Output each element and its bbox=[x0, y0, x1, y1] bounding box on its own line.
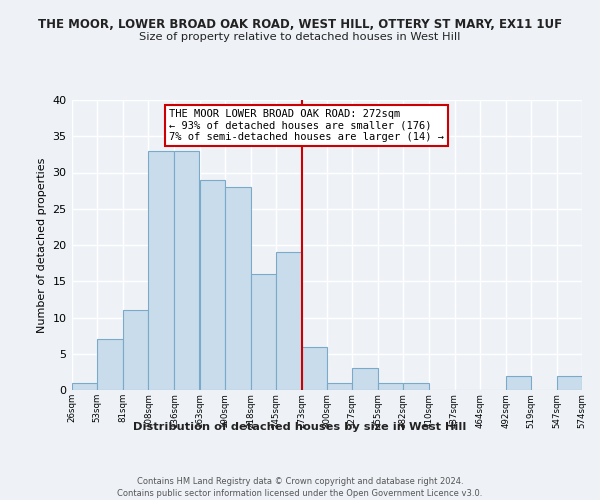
Bar bbox=[557, 376, 582, 390]
Bar bbox=[175, 151, 199, 390]
Bar bbox=[97, 339, 123, 390]
Bar bbox=[251, 274, 276, 390]
Bar bbox=[72, 383, 97, 390]
Text: Contains public sector information licensed under the Open Government Licence v3: Contains public sector information licen… bbox=[118, 489, 482, 498]
Bar bbox=[506, 376, 531, 390]
Bar bbox=[224, 187, 251, 390]
Text: Distribution of detached houses by size in West Hill: Distribution of detached houses by size … bbox=[133, 422, 467, 432]
Bar bbox=[148, 151, 175, 390]
Bar bbox=[352, 368, 378, 390]
Y-axis label: Number of detached properties: Number of detached properties bbox=[37, 158, 47, 332]
Bar bbox=[327, 383, 352, 390]
Bar bbox=[378, 383, 403, 390]
Bar bbox=[403, 383, 430, 390]
Text: THE MOOR, LOWER BROAD OAK ROAD, WEST HILL, OTTERY ST MARY, EX11 1UF: THE MOOR, LOWER BROAD OAK ROAD, WEST HIL… bbox=[38, 18, 562, 30]
Bar bbox=[199, 180, 224, 390]
Text: Size of property relative to detached houses in West Hill: Size of property relative to detached ho… bbox=[139, 32, 461, 42]
Text: Contains HM Land Registry data © Crown copyright and database right 2024.: Contains HM Land Registry data © Crown c… bbox=[137, 478, 463, 486]
Text: THE MOOR LOWER BROAD OAK ROAD: 272sqm
← 93% of detached houses are smaller (176): THE MOOR LOWER BROAD OAK ROAD: 272sqm ← … bbox=[169, 108, 444, 142]
Bar bbox=[276, 252, 302, 390]
Bar bbox=[302, 346, 327, 390]
Bar bbox=[123, 310, 148, 390]
